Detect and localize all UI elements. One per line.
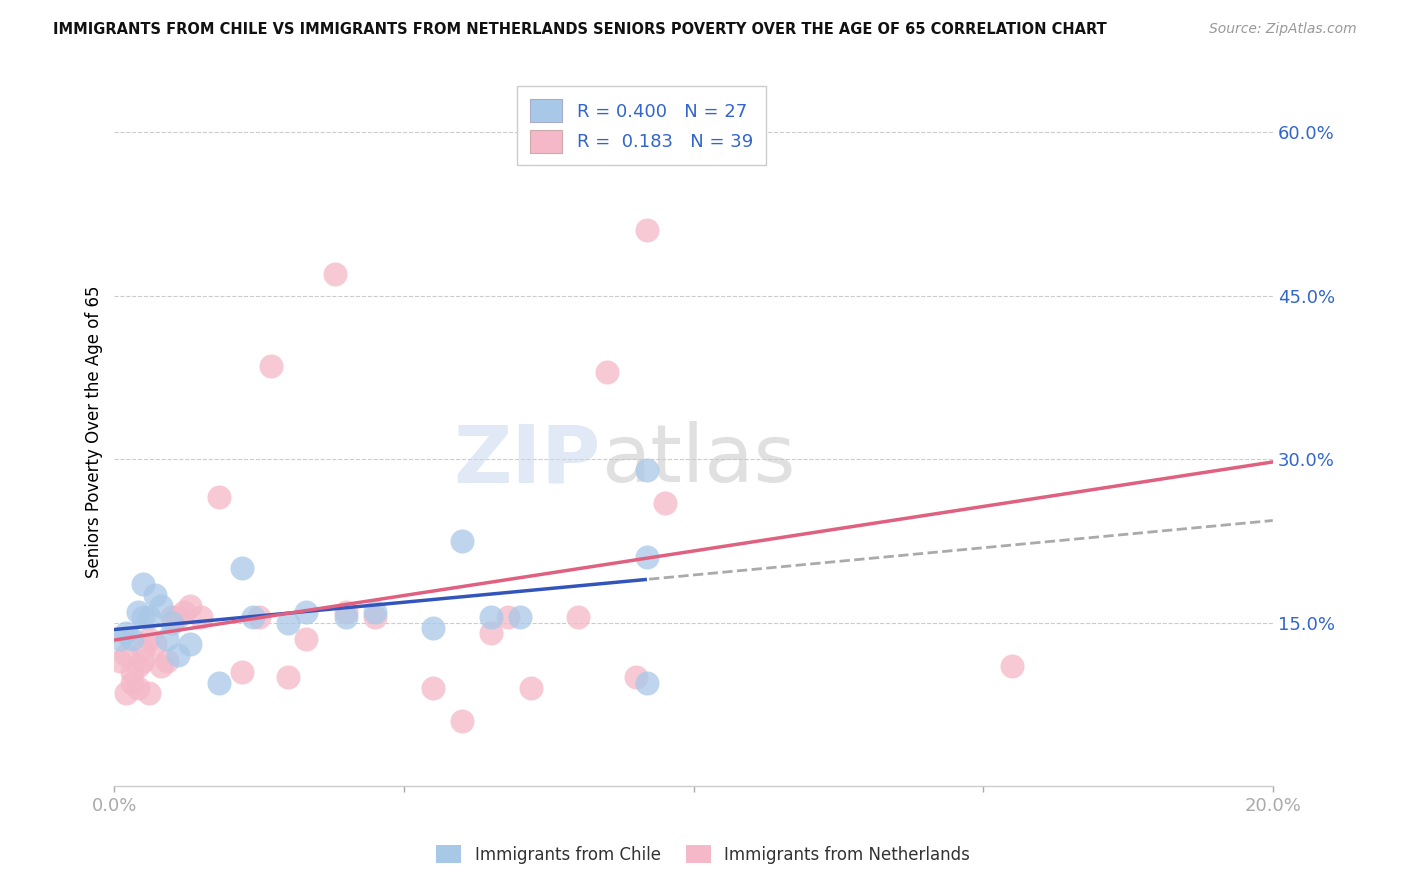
Point — [1001, 659, 1024, 673]
Point — [179, 637, 201, 651]
Point — [335, 605, 357, 619]
Point — [127, 605, 149, 619]
Text: ZIP: ZIP — [454, 421, 600, 500]
Legend: Immigrants from Chile, Immigrants from Netherlands: Immigrants from Chile, Immigrants from N… — [430, 838, 976, 871]
Point — [567, 610, 589, 624]
Point — [364, 610, 387, 624]
Point — [277, 670, 299, 684]
Point — [242, 610, 264, 624]
Point — [364, 605, 387, 619]
Point — [636, 550, 658, 565]
Point — [190, 610, 212, 624]
Point — [520, 681, 543, 695]
Point — [121, 632, 143, 646]
Text: Source: ZipAtlas.com: Source: ZipAtlas.com — [1209, 22, 1357, 37]
Point — [143, 637, 166, 651]
Text: IMMIGRANTS FROM CHILE VS IMMIGRANTS FROM NETHERLANDS SENIORS POVERTY OVER THE AG: IMMIGRANTS FROM CHILE VS IMMIGRANTS FROM… — [53, 22, 1107, 37]
Point — [115, 686, 138, 700]
Point — [654, 496, 676, 510]
Point — [479, 626, 502, 640]
Point — [636, 675, 658, 690]
Point — [179, 599, 201, 614]
Point — [132, 610, 155, 624]
Point — [624, 670, 647, 684]
Point — [121, 675, 143, 690]
Point — [115, 648, 138, 663]
Point — [132, 577, 155, 591]
Point — [231, 665, 253, 679]
Point — [138, 686, 160, 700]
Point — [167, 648, 190, 663]
Point — [294, 605, 316, 619]
Point — [451, 533, 474, 548]
Point — [173, 605, 195, 619]
Point — [335, 610, 357, 624]
Point — [496, 610, 519, 624]
Point — [509, 610, 531, 624]
Point — [636, 223, 658, 237]
Point — [231, 561, 253, 575]
Point — [127, 659, 149, 673]
Point — [451, 714, 474, 728]
Point — [323, 267, 346, 281]
Point — [277, 615, 299, 630]
Point — [108, 632, 131, 646]
Point — [208, 490, 231, 504]
Point — [260, 359, 283, 374]
Point — [143, 588, 166, 602]
Point — [127, 681, 149, 695]
Point — [155, 632, 177, 646]
Point — [115, 626, 138, 640]
Point — [162, 610, 184, 624]
Legend: R = 0.400   N = 27, R =  0.183   N = 39: R = 0.400 N = 27, R = 0.183 N = 39 — [517, 87, 766, 165]
Point — [422, 681, 444, 695]
Point — [636, 463, 658, 477]
Point — [108, 654, 131, 668]
Y-axis label: Seniors Poverty Over the Age of 65: Seniors Poverty Over the Age of 65 — [86, 285, 103, 578]
Point — [422, 621, 444, 635]
Point — [138, 632, 160, 646]
Point — [155, 654, 177, 668]
Point — [247, 610, 270, 624]
Point — [162, 615, 184, 630]
Point — [149, 659, 172, 673]
Point — [121, 665, 143, 679]
Point — [294, 632, 316, 646]
Point — [479, 610, 502, 624]
Point — [132, 654, 155, 668]
Point — [167, 610, 190, 624]
Text: atlas: atlas — [600, 421, 796, 500]
Point — [138, 610, 160, 624]
Point — [596, 365, 619, 379]
Point — [149, 599, 172, 614]
Point — [208, 675, 231, 690]
Point — [132, 643, 155, 657]
